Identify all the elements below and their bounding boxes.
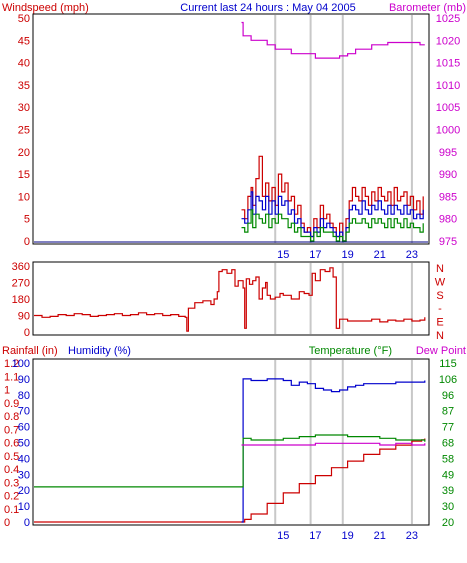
ytick-right-2-1: 30: [442, 501, 454, 513]
ytick-right-2-7: 87: [442, 406, 454, 418]
xtick-2-2: 19: [341, 530, 353, 542]
ytick-left-0-5: 25: [18, 125, 30, 137]
ytick-left-2-10: 1: [4, 385, 10, 397]
ytick-left-1-0: 0: [24, 327, 30, 339]
ytick-left-0-0: 0: [24, 236, 30, 248]
ytick-left-1-3: 270: [12, 278, 30, 290]
ytick-right-0-9: 1020: [436, 35, 460, 47]
compass-label-2: S: [436, 290, 443, 302]
ytick-right-2-8: 96: [442, 390, 454, 402]
ytick-right-2-5: 68: [442, 438, 454, 450]
ytick-humidity-10: 100: [12, 358, 30, 370]
xtick-2-3: 21: [374, 530, 386, 542]
chart-title: Current last 24 hours : May 04 2005: [180, 2, 355, 14]
ytick-humidity-8: 80: [18, 390, 30, 402]
ytick-humidity-2: 20: [18, 485, 30, 497]
ytick-right-0-4: 995: [439, 147, 457, 159]
xtick-0-2: 19: [341, 249, 353, 261]
ytick-left-0-4: 20: [18, 147, 30, 159]
xtick-0-3: 21: [374, 249, 386, 261]
ytick-right-0-0: 975: [439, 236, 457, 248]
ytick-left-0-2: 10: [18, 191, 30, 203]
ytick-humidity-5: 50: [18, 438, 30, 450]
xtick-2-0: 15: [277, 530, 289, 542]
compass-label-3: -: [438, 303, 442, 315]
ytick-left-0-1: 5: [24, 214, 30, 226]
ytick-humidity-4: 40: [18, 453, 30, 465]
ytick-left-0-6: 30: [18, 102, 30, 114]
xtick-2-1: 17: [309, 530, 321, 542]
xtick-0-4: 23: [406, 249, 418, 261]
humidity-axis-title: Humidity (%): [68, 345, 131, 357]
ytick-left-0-9: 45: [18, 35, 30, 47]
ytick-left-0-8: 40: [18, 58, 30, 70]
ytick-right-2-10: 115: [439, 358, 457, 370]
ytick-left-0-3: 15: [18, 169, 30, 181]
compass-label-5: N: [436, 330, 444, 342]
compass-label-1: W: [435, 276, 446, 288]
temperature-axis-title: Temperature (°F): [309, 345, 392, 357]
ytick-left-1-4: 360: [12, 261, 30, 273]
ytick-humidity-7: 70: [18, 406, 30, 418]
windspeed-axis-title: Windspeed (mph): [2, 2, 89, 14]
xtick-2-4: 23: [406, 530, 418, 542]
ytick-right-2-6: 77: [442, 422, 454, 434]
ytick-right-0-8: 1015: [436, 58, 460, 70]
ytick-humidity-9: 90: [18, 374, 30, 386]
ytick-right-0-1: 980: [439, 214, 457, 226]
ytick-left-1-1: 90: [18, 311, 30, 323]
ytick-right-2-3: 49: [442, 469, 454, 481]
xtick-0-0: 15: [277, 249, 289, 261]
ytick-left-0-10: 50: [18, 13, 30, 25]
ytick-right-2-2: 39: [442, 485, 454, 497]
ytick-right-0-6: 1005: [436, 102, 460, 114]
dewpoint-axis-title: Dew Point: [416, 345, 466, 357]
ytick-left-0-7: 35: [18, 80, 30, 92]
ytick-right-0-7: 1010: [436, 80, 460, 92]
ytick-right-0-5: 1000: [436, 125, 460, 137]
compass-label-0: N: [436, 263, 444, 275]
ytick-right-0-2: 985: [439, 191, 457, 203]
ytick-right-0-10: 1025: [436, 13, 460, 25]
xtick-0-1: 17: [309, 249, 321, 261]
ytick-humidity-3: 30: [18, 469, 30, 481]
rainfall-axis-title: Rainfall (in): [2, 345, 58, 357]
ytick-right-2-0: 20: [442, 517, 454, 529]
ytick-right-0-3: 990: [439, 169, 457, 181]
ytick-left-2-0: 0: [4, 517, 10, 529]
compass-label-4: E: [436, 317, 443, 329]
ytick-right-2-9: 106: [439, 374, 457, 386]
ytick-right-2-4: 58: [442, 453, 454, 465]
ytick-left-1-2: 180: [12, 294, 30, 306]
ytick-humidity-0: 0: [24, 517, 30, 529]
ytick-humidity-1: 10: [18, 501, 30, 513]
ytick-humidity-6: 60: [18, 422, 30, 434]
